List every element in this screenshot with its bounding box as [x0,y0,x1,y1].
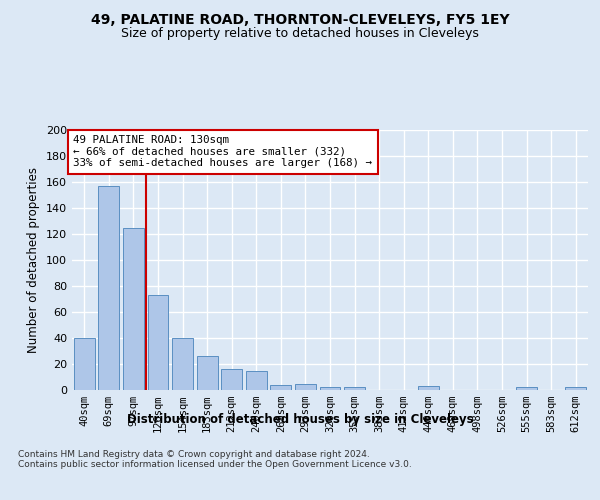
Bar [197,356,218,390]
Bar [98,186,119,390]
Bar [344,388,365,390]
Bar [418,386,439,390]
Text: Size of property relative to detached houses in Cleveleys: Size of property relative to detached ho… [121,28,479,40]
Bar [295,384,316,390]
Bar [516,388,537,390]
Bar [123,228,144,390]
Y-axis label: Number of detached properties: Number of detached properties [28,167,40,353]
Bar [565,388,586,390]
Bar [148,295,169,390]
Bar [246,370,267,390]
Text: 49, PALATINE ROAD, THORNTON-CLEVELEYS, FY5 1EY: 49, PALATINE ROAD, THORNTON-CLEVELEYS, F… [91,12,509,26]
Bar [320,388,340,390]
Bar [74,338,95,390]
Bar [221,369,242,390]
Bar [271,385,292,390]
Text: Contains HM Land Registry data © Crown copyright and database right 2024.
Contai: Contains HM Land Registry data © Crown c… [18,450,412,469]
Text: 49 PALATINE ROAD: 130sqm
← 66% of detached houses are smaller (332)
33% of semi-: 49 PALATINE ROAD: 130sqm ← 66% of detach… [73,135,372,168]
Bar [172,338,193,390]
Text: Distribution of detached houses by size in Cleveleys: Distribution of detached houses by size … [127,412,473,426]
